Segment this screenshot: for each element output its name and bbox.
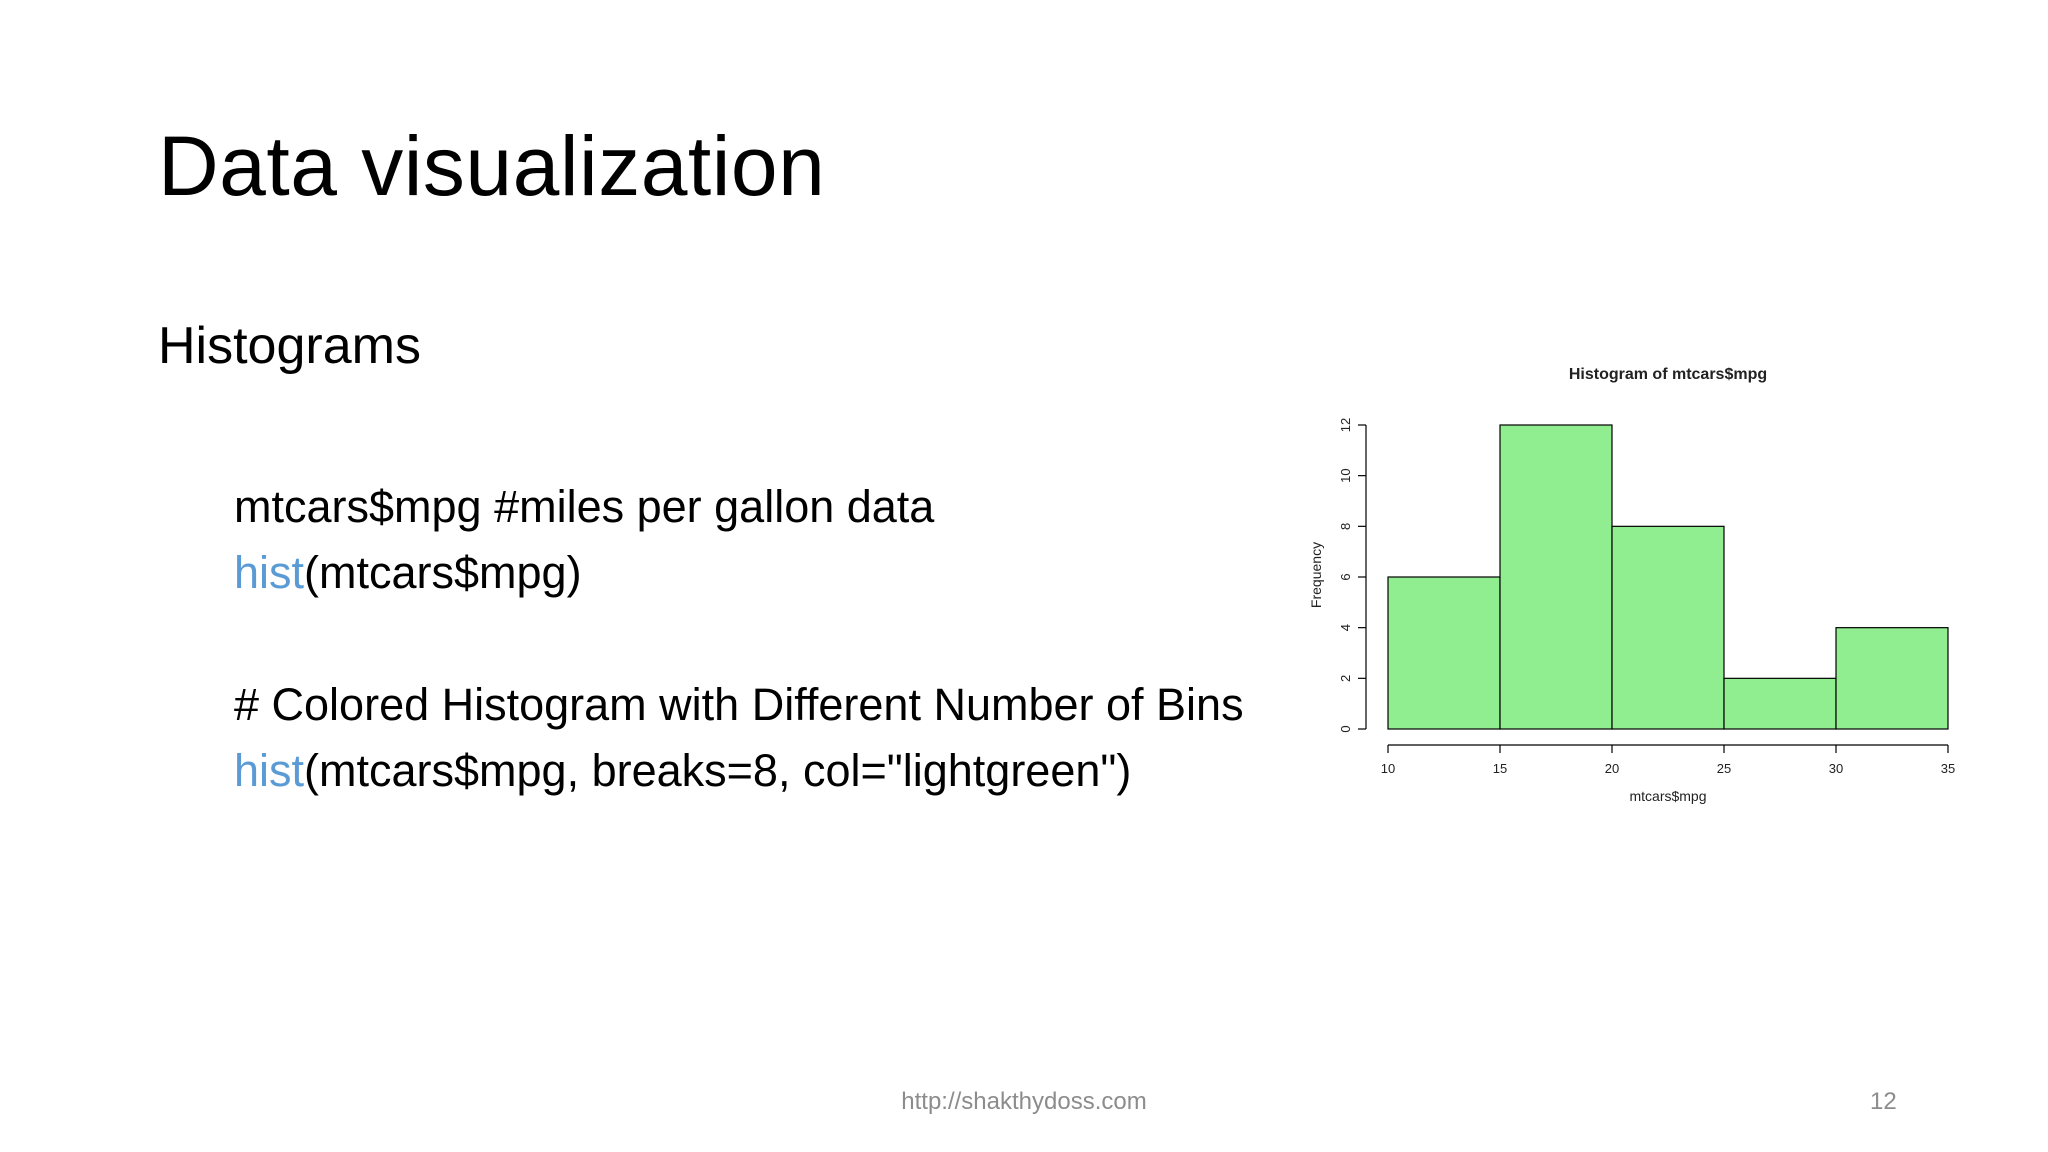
footer-url: http://shakthydoss.com [901, 1088, 1147, 1115]
code-blank-line [234, 606, 1244, 672]
x-tick-label: 20 [1605, 761, 1619, 776]
hist-arguments: (mtcars$mpg) [304, 547, 582, 598]
x-tick-label: 10 [1381, 761, 1395, 776]
slide-title: Data visualization [158, 119, 826, 213]
x-tick-label: 30 [1829, 761, 1843, 776]
histogram-svg: Histogram of mtcars$mpg mtcars$mpg Frequ… [1308, 366, 1955, 804]
x-tick-label: 15 [1493, 761, 1507, 776]
slide-subtitle: Histograms [158, 317, 421, 375]
code-block: mtcars$mpg #miles per gallon data hist(m… [234, 474, 1244, 804]
code-line-comment: # Colored Histogram with Different Numbe… [234, 679, 1244, 730]
chart-x-axis-label: mtcars$mpg [1629, 788, 1706, 804]
histogram-bar-10-15 [1387, 576, 1501, 730]
histogram-bar-15-20 [1499, 424, 1613, 730]
slide-number: 12 [1870, 1088, 1897, 1115]
y-tick-label: 6 [1338, 573, 1353, 580]
histogram-chart: Histogram of mtcars$mpg mtcars$mpg Frequ… [1280, 355, 1970, 825]
chart-bars [1387, 424, 1949, 730]
histogram-bar-20-25 [1611, 525, 1725, 730]
y-tick-label: 10 [1338, 468, 1353, 482]
y-tick-label: 0 [1338, 725, 1353, 732]
hist-function-name: hist [234, 547, 305, 598]
y-tick-label: 4 [1338, 624, 1353, 631]
hist-arguments-colored: (mtcars$mpg, breaks=8, col="lightgreen") [304, 745, 1132, 796]
code-line-1: mtcars$mpg #miles per gallon data [234, 481, 935, 532]
histogram-bar-30-35 [1835, 627, 1949, 730]
code-line-2: hist(mtcars$mpg) [234, 540, 1244, 606]
x-tick-label: 35 [1941, 761, 1955, 776]
chart-x-axis: 10 15 20 25 30 35 [1381, 744, 1955, 776]
y-tick-label: 12 [1338, 418, 1353, 432]
chart-y-axis-label: Frequency [1308, 542, 1324, 608]
chart-title: Histogram of mtcars$mpg [1569, 366, 1767, 383]
y-tick-label: 8 [1338, 523, 1353, 530]
hist-function-name-colored: hist [234, 745, 305, 796]
y-tick-label: 2 [1338, 675, 1353, 682]
code-line-4: hist(mtcars$mpg, breaks=8, col="lightgre… [234, 738, 1244, 804]
chart-y-axis: 0 2 4 6 8 10 12 [1338, 418, 1367, 733]
x-tick-label: 25 [1717, 761, 1731, 776]
histogram-bar-25-30 [1723, 677, 1837, 730]
